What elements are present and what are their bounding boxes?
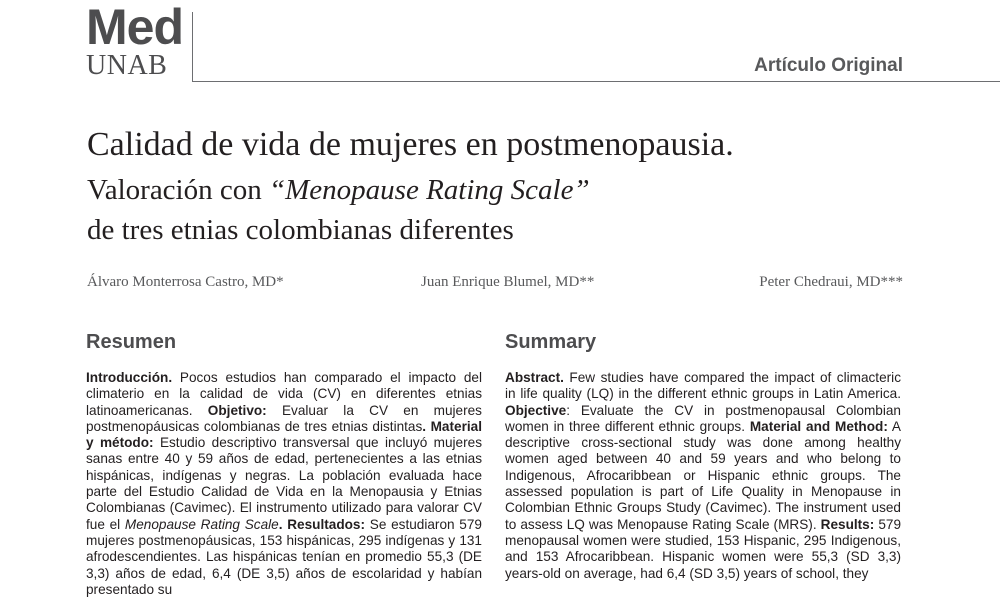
label: Abstract. xyxy=(505,370,564,385)
author: Juan Enrique Blumel, MD** xyxy=(421,274,595,290)
text: Estudio descriptivo transversal que incl… xyxy=(86,435,482,532)
header-divider xyxy=(192,12,193,82)
article-subtitle: Valoración con “Menopause Rating Scale” xyxy=(87,171,590,209)
section-heading: Summary xyxy=(505,331,597,353)
logo-med: Med xyxy=(86,0,184,55)
label: Objetivo: xyxy=(207,402,267,418)
label: . Material y método: xyxy=(86,418,482,451)
text: Few studies have compared the impact of … xyxy=(505,370,901,402)
subtitle-italic: “Menopause Rating Scale” xyxy=(269,174,590,206)
section-heading: Resumen xyxy=(86,331,177,353)
text: : Evaluate the CV in postmenopausal Colo… xyxy=(505,402,901,434)
label: . xyxy=(278,516,288,532)
subtitle-text: Valoración con xyxy=(87,174,269,206)
article-subtitle: de tres etnias colombianas diferentes xyxy=(87,214,514,246)
italic-text: Menopause Rating Scale xyxy=(124,516,279,532)
label: Resultados: xyxy=(287,516,366,532)
author: Álvaro Monterrosa Castro, MD* xyxy=(87,274,284,290)
abstract-text: Abstract. Few studies have compared the … xyxy=(505,370,901,582)
text: Se estudiaron 579 mujeres postmenopáusic… xyxy=(86,516,482,597)
abstract-text: Introducción. Pocos estudios han compara… xyxy=(86,370,482,598)
author: Peter Chedraui, MD*** xyxy=(759,274,903,290)
text: A descriptive cross-sectional study was … xyxy=(505,418,901,532)
article-title: Calidad de vida de mujeres en postmenopa… xyxy=(87,126,734,163)
text: Pocos estudios han comparado el impacto … xyxy=(86,370,482,418)
section-label: Artículo Original xyxy=(754,55,903,76)
label: Results: xyxy=(820,516,875,532)
logo-unab: UNAB xyxy=(86,50,168,81)
text: 579 menopausal women were studied, 153 H… xyxy=(505,516,901,581)
label: Objective xyxy=(505,402,567,418)
header-rule xyxy=(192,81,1000,82)
text: Evaluar la CV en mujeres postmenopáusica… xyxy=(86,402,482,434)
label: Introducción. xyxy=(86,370,173,385)
label: Material and Method: xyxy=(749,418,888,434)
